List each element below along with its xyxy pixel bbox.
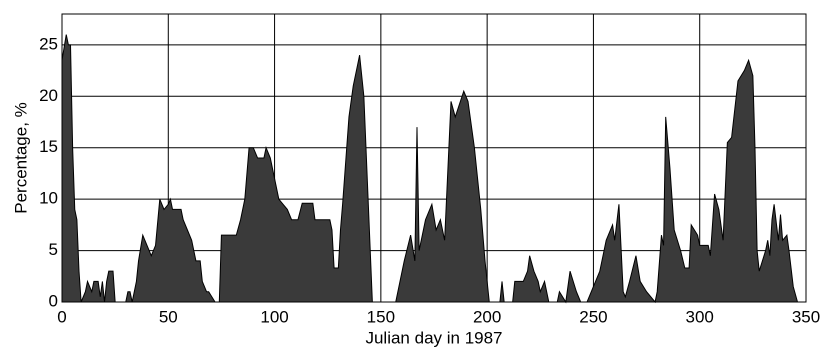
x-axis-label: Julian day in 1987 (365, 328, 502, 347)
x-tick-label: 250 (579, 307, 607, 326)
y-tick-label: 5 (49, 240, 58, 259)
y-tick-label: 25 (39, 34, 58, 53)
y-tick-label: 20 (39, 86, 58, 105)
y-tick-label: 10 (39, 189, 58, 208)
x-tick-label: 200 (473, 307, 501, 326)
x-tick-label: 300 (686, 307, 714, 326)
y-tick-label: 15 (39, 137, 58, 156)
x-tick-label: 50 (159, 307, 178, 326)
x-tick-label: 150 (367, 307, 395, 326)
plot-frame (61, 13, 807, 303)
x-tick-label: 0 (57, 307, 66, 326)
x-tick-label: 350 (792, 307, 820, 326)
y-axis-label: Percentage, % (11, 102, 30, 214)
y-tick-label: 0 (49, 291, 58, 310)
area (61, 34, 799, 304)
x-tick-label: 100 (260, 307, 288, 326)
